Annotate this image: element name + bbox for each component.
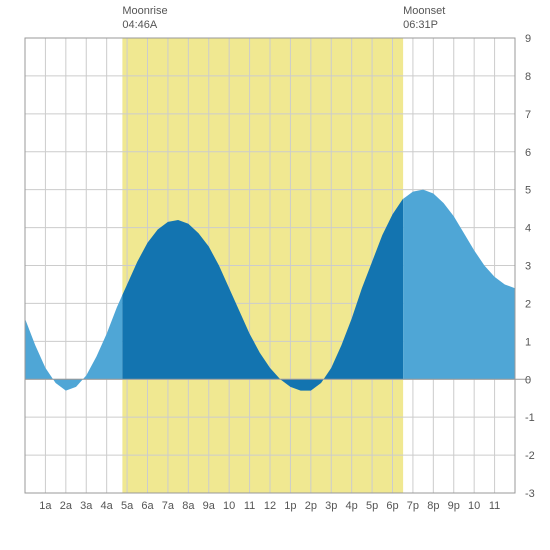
svg-text:7p: 7p <box>407 500 419 512</box>
svg-text:6a: 6a <box>141 500 154 512</box>
svg-text:12: 12 <box>264 500 276 512</box>
svg-text:7a: 7a <box>162 500 175 512</box>
svg-text:4a: 4a <box>101 500 114 512</box>
svg-text:8p: 8p <box>427 500 439 512</box>
moonset-time: 06:31P <box>403 19 438 31</box>
svg-text:9: 9 <box>525 33 531 45</box>
svg-text:9a: 9a <box>203 500 216 512</box>
svg-text:2: 2 <box>525 298 531 310</box>
moonrise-time: 04:46A <box>122 19 157 31</box>
moonset-title: Moonset <box>403 5 445 17</box>
svg-text:-2: -2 <box>525 450 535 462</box>
svg-text:10: 10 <box>468 500 480 512</box>
svg-text:3a: 3a <box>80 500 93 512</box>
svg-text:10: 10 <box>223 500 235 512</box>
svg-text:9p: 9p <box>448 500 460 512</box>
svg-text:1p: 1p <box>284 500 296 512</box>
svg-text:8: 8 <box>525 71 531 83</box>
svg-text:5p: 5p <box>366 500 378 512</box>
svg-text:3: 3 <box>525 261 531 273</box>
moonrise-label: Moonrise 04:46A <box>122 4 167 33</box>
svg-text:1: 1 <box>525 336 531 348</box>
svg-text:8a: 8a <box>182 500 195 512</box>
chart-svg: 1a2a3a4a5a6a7a8a9a1011121p2p3p4p5p6p7p8p… <box>0 0 550 550</box>
svg-text:4: 4 <box>525 223 531 235</box>
moonset-label: Moonset 06:31P <box>403 4 445 33</box>
moonrise-title: Moonrise <box>122 5 167 17</box>
svg-text:-1: -1 <box>525 412 535 424</box>
svg-text:-3: -3 <box>525 488 535 500</box>
svg-text:1a: 1a <box>39 500 52 512</box>
svg-text:11: 11 <box>489 500 500 512</box>
svg-text:5: 5 <box>525 185 531 197</box>
svg-text:6p: 6p <box>386 500 398 512</box>
svg-text:2p: 2p <box>305 500 317 512</box>
svg-text:4p: 4p <box>346 500 358 512</box>
svg-text:11: 11 <box>244 500 255 512</box>
tide-chart: Moonrise 04:46A Moonset 06:31P 1a 2a 3a 4a 5… <box>0 0 550 550</box>
svg-text:6: 6 <box>525 147 531 159</box>
svg-text:2a: 2a <box>60 500 73 512</box>
svg-text:5a: 5a <box>121 500 134 512</box>
svg-text:3p: 3p <box>325 500 337 512</box>
svg-text:7: 7 <box>525 109 531 121</box>
svg-text:0: 0 <box>525 374 531 386</box>
